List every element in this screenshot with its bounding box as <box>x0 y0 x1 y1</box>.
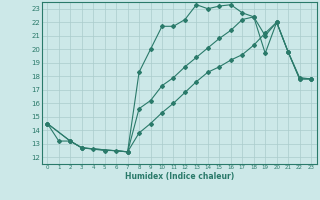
X-axis label: Humidex (Indice chaleur): Humidex (Indice chaleur) <box>124 172 234 181</box>
